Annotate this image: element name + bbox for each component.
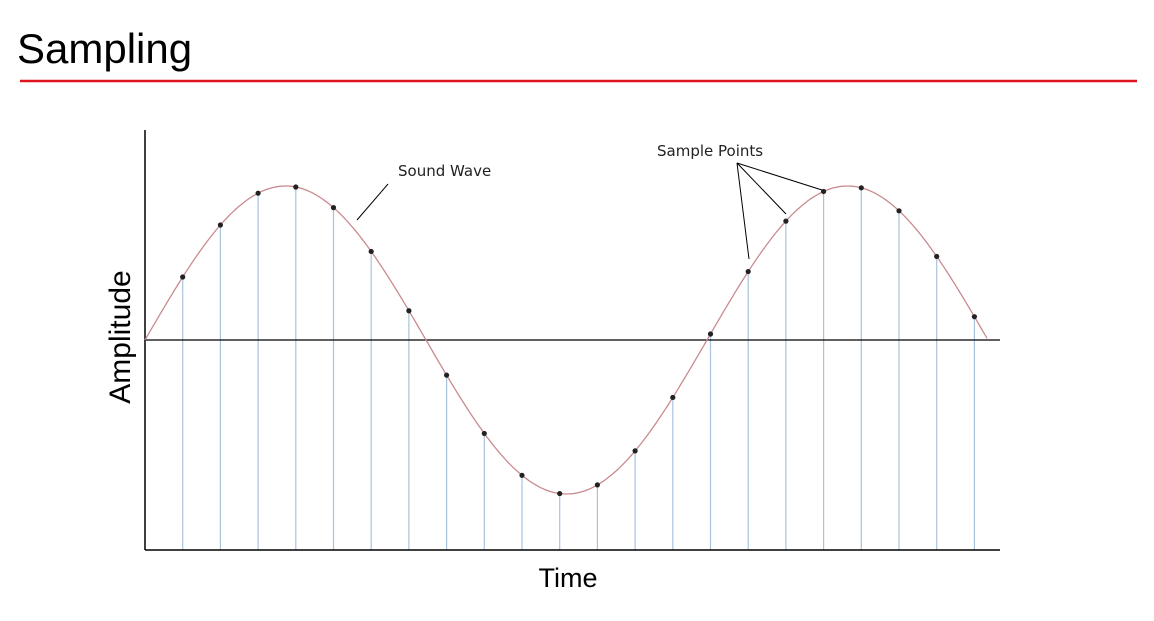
sample-point [519, 472, 525, 478]
sample-point [293, 184, 299, 190]
sample-point [858, 185, 864, 191]
slide-title: Sampling [17, 25, 192, 72]
sample-point [557, 490, 563, 497]
diagram: Sound Wave Sample Points Amplitude Time [104, 130, 1000, 593]
sample-point [330, 205, 337, 211]
sample-point [971, 314, 978, 320]
samples-label: Sample Points [657, 142, 763, 160]
sample-point [481, 430, 487, 437]
sample-point [217, 222, 223, 228]
wave-label: Sound Wave [398, 162, 491, 180]
sample-point [821, 188, 827, 195]
sample-leader [736, 162, 823, 191]
sample-point [180, 274, 186, 280]
sample-point [632, 448, 638, 454]
sample-point [255, 190, 261, 196]
sample-point [670, 394, 676, 401]
wave-leader [356, 183, 389, 221]
x-axis-label: Time [539, 563, 598, 593]
sample-leader [736, 162, 787, 215]
sample-point [594, 482, 601, 488]
sample-point [783, 218, 789, 224]
sample-point [707, 331, 714, 337]
sample-stems [182, 187, 976, 550]
y-axis-label: Amplitude [104, 270, 137, 403]
sample-point [896, 208, 902, 214]
sample-point [406, 308, 412, 314]
sound-wave [144, 185, 988, 495]
sample-points [180, 184, 978, 497]
sample-point [368, 248, 374, 255]
sample-leader [736, 162, 750, 260]
sample-point [444, 372, 450, 378]
sample-point [745, 268, 751, 275]
sample-point [934, 253, 940, 260]
